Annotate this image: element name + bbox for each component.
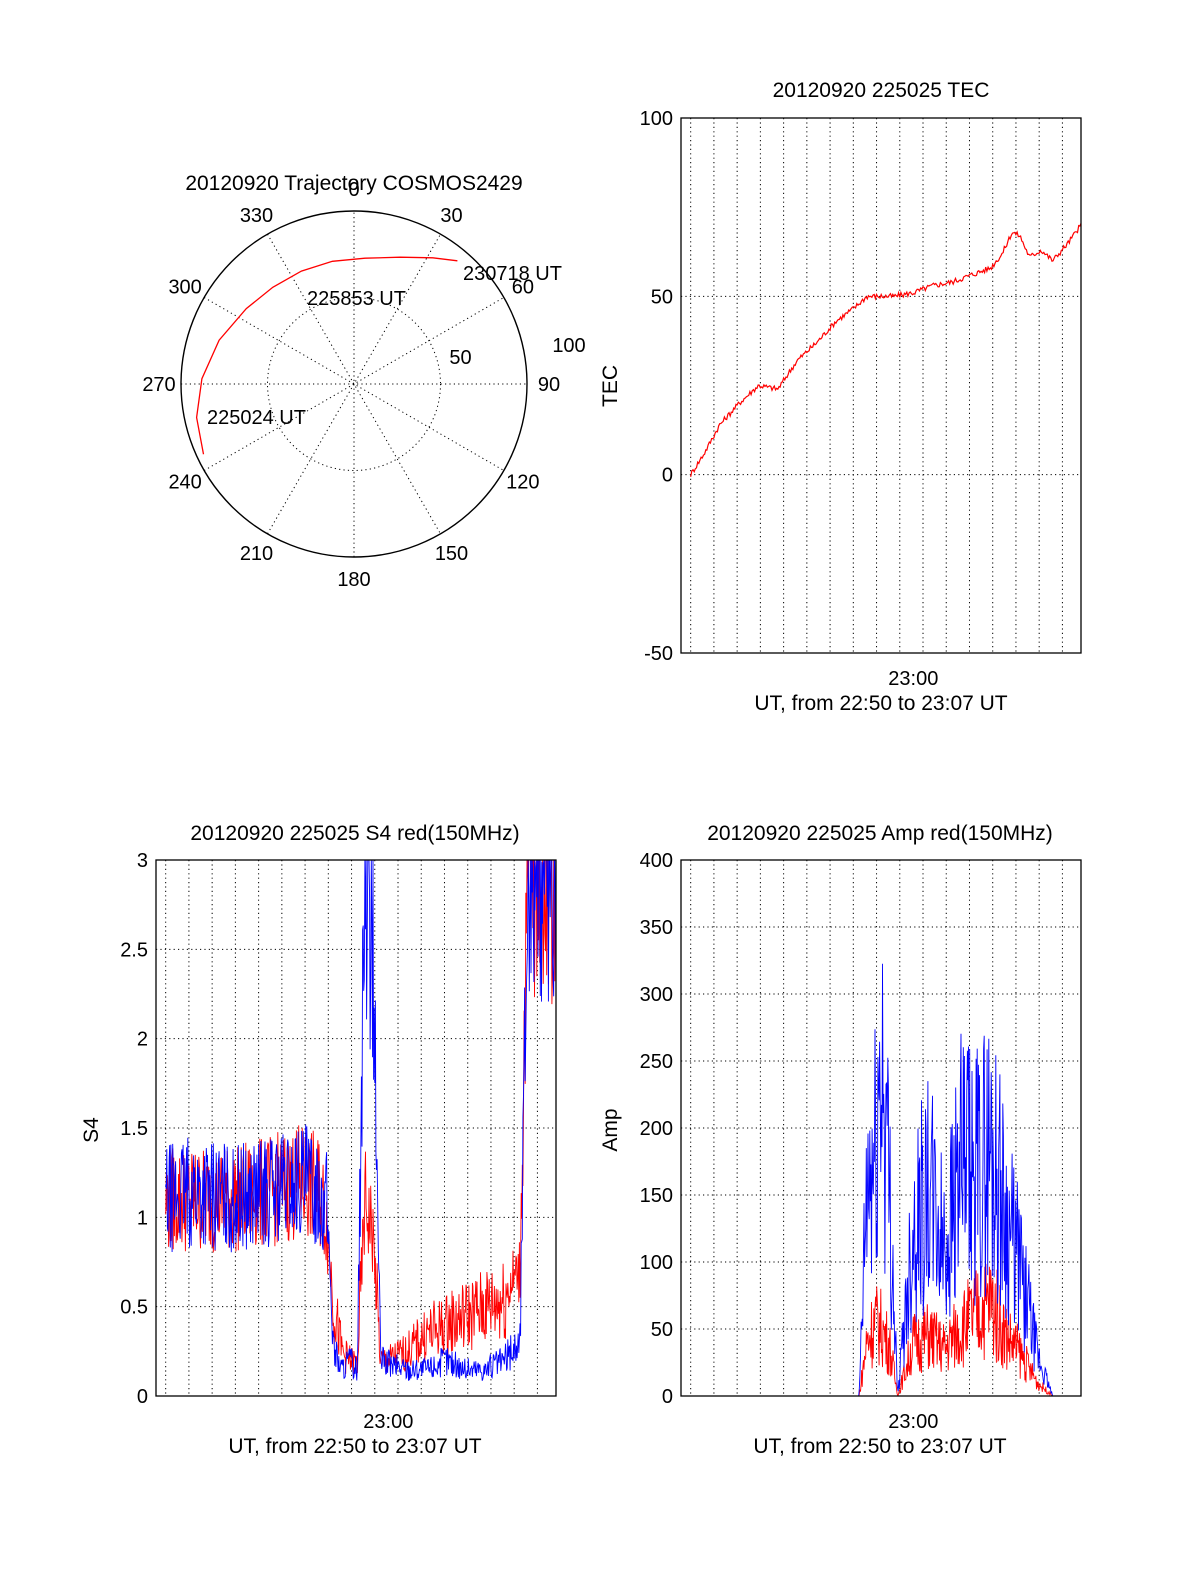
y-tick-label: 400 (640, 850, 673, 872)
tec-series (690, 223, 1082, 477)
polar-azimuth-label: 0 (348, 179, 359, 201)
x-tick-label: 23:00 (888, 1411, 938, 1433)
polar-azimuth-label: 330 (240, 205, 273, 227)
tec-plot-frame (680, 117, 1082, 654)
amp-ticks: 0 50 100 150 200 250 300 350 400 23:00 (640, 850, 939, 1433)
polar-grid (180, 210, 528, 558)
polar-azimuth-label: 120 (506, 472, 539, 494)
polar-azimuth-label: 270 (142, 374, 175, 396)
y-tick-label: 0 (662, 1386, 673, 1408)
y-tick-label: 2.5 (120, 939, 148, 961)
polar-azimuth-label: 210 (240, 543, 273, 565)
y-tick-label: 1.5 (120, 1118, 148, 1140)
amp-x-axis-label: UT, from 22:50 to 23:07 UT (753, 1435, 1006, 1458)
polar-chart-title: 20120920 Trajectory COSMOS2429 (185, 172, 522, 195)
tec-grid (681, 118, 1081, 653)
y-tick-label: 0 (137, 1386, 148, 1408)
polar-spoke (203, 297, 505, 471)
tec-chart: 20120920 225025 TEC -50 0 50 100 23:00 UT, f… (599, 79, 1082, 715)
y-tick-label: 2 (137, 1029, 148, 1051)
amp-grid (681, 860, 1081, 1396)
y-tick-label: 150 (640, 1185, 673, 1207)
polar-radial-label: 100 (552, 335, 585, 357)
y-tick-label: 350 (640, 917, 673, 939)
polar-spoke (203, 297, 505, 471)
trajectory-start-annotation: 225024 UT (207, 407, 306, 429)
tec-y-axis-label: TEC (599, 365, 622, 407)
s4-chart: 20120920 225025 S4 red(150MHz) 0 0.5 1 1.5 2… (80, 822, 557, 1458)
polar-azimuth-label: 90 (538, 374, 560, 396)
polar-inner-circle (267, 297, 441, 471)
y-tick-label: 250 (640, 1051, 673, 1073)
s4-ticks: 0 0.5 1 1.5 2 2.5 3 23:00 (120, 850, 413, 1433)
amp-plot-frame (680, 859, 1082, 1397)
polar-azimuth-label: 60 (512, 277, 534, 299)
y-tick-label: -50 (644, 643, 673, 665)
trajectory-mid-annotation: 225853 UT (307, 288, 406, 310)
tec-ticks: -50 0 50 100 23:00 (640, 108, 939, 690)
polar-marks: 0 30 60 90 120 150 180 210 240 270 300 330 50 100 (142, 179, 585, 591)
tec-x-axis-label: UT, from 22:50 to 23:07 UT (754, 692, 1007, 715)
trajectory-polar-chart: 20120920 Trajectory COSMOS2429 0 30 60 90 12… (142, 172, 585, 591)
s4-series (165, 859, 557, 1381)
amp-y-axis-label: Amp (599, 1108, 622, 1151)
y-tick-label: 50 (651, 286, 673, 308)
polar-radial-label: 50 (449, 347, 471, 369)
polar-azimuth-label: 180 (337, 569, 370, 591)
trajectory-line (195, 256, 458, 455)
s4-grid (156, 860, 556, 1396)
x-tick-label: 23:00 (888, 668, 938, 690)
amp-chart-title: 20120920 225025 Amp red(150MHz) (707, 822, 1053, 845)
y-tick-label: 200 (640, 1118, 673, 1140)
amp-chart: 20120920 225025 Amp red(150MHz) 0 50 100 15… (599, 822, 1082, 1458)
y-tick-label: 0 (662, 465, 673, 487)
y-tick-label: 300 (640, 984, 673, 1006)
y-tick-label: 3 (137, 850, 148, 872)
s4-series-line-blue (165, 859, 557, 1381)
polar-azimuth-label: 240 (168, 472, 201, 494)
polar-spoke (267, 233, 441, 535)
s4-chart-title: 20120920 225025 S4 red(150MHz) (190, 822, 519, 845)
tec-series-line-red (690, 223, 1082, 477)
tec-chart-title: 20120920 225025 TEC (773, 79, 990, 102)
trajectory-end-annotation: 230718 UT (463, 263, 562, 285)
y-tick-label: 1 (137, 1207, 148, 1229)
y-tick-label: 50 (651, 1319, 673, 1341)
amp-series (681, 963, 1081, 1397)
polar-azimuth-label: 150 (435, 543, 468, 565)
polar-azimuth-label: 300 (168, 277, 201, 299)
s4-plot-frame (155, 859, 557, 1397)
y-tick-label: 0.5 (120, 1297, 148, 1319)
s4-x-axis-label: UT, from 22:50 to 23:07 UT (228, 1435, 481, 1458)
polar-azimuth-label: 30 (440, 205, 462, 227)
polar-spoke (267, 233, 441, 535)
s4-y-axis-label: S4 (80, 1117, 103, 1143)
x-tick-label: 23:00 (363, 1411, 413, 1433)
y-tick-label: 100 (640, 108, 673, 130)
y-tick-label: 100 (640, 1252, 673, 1274)
